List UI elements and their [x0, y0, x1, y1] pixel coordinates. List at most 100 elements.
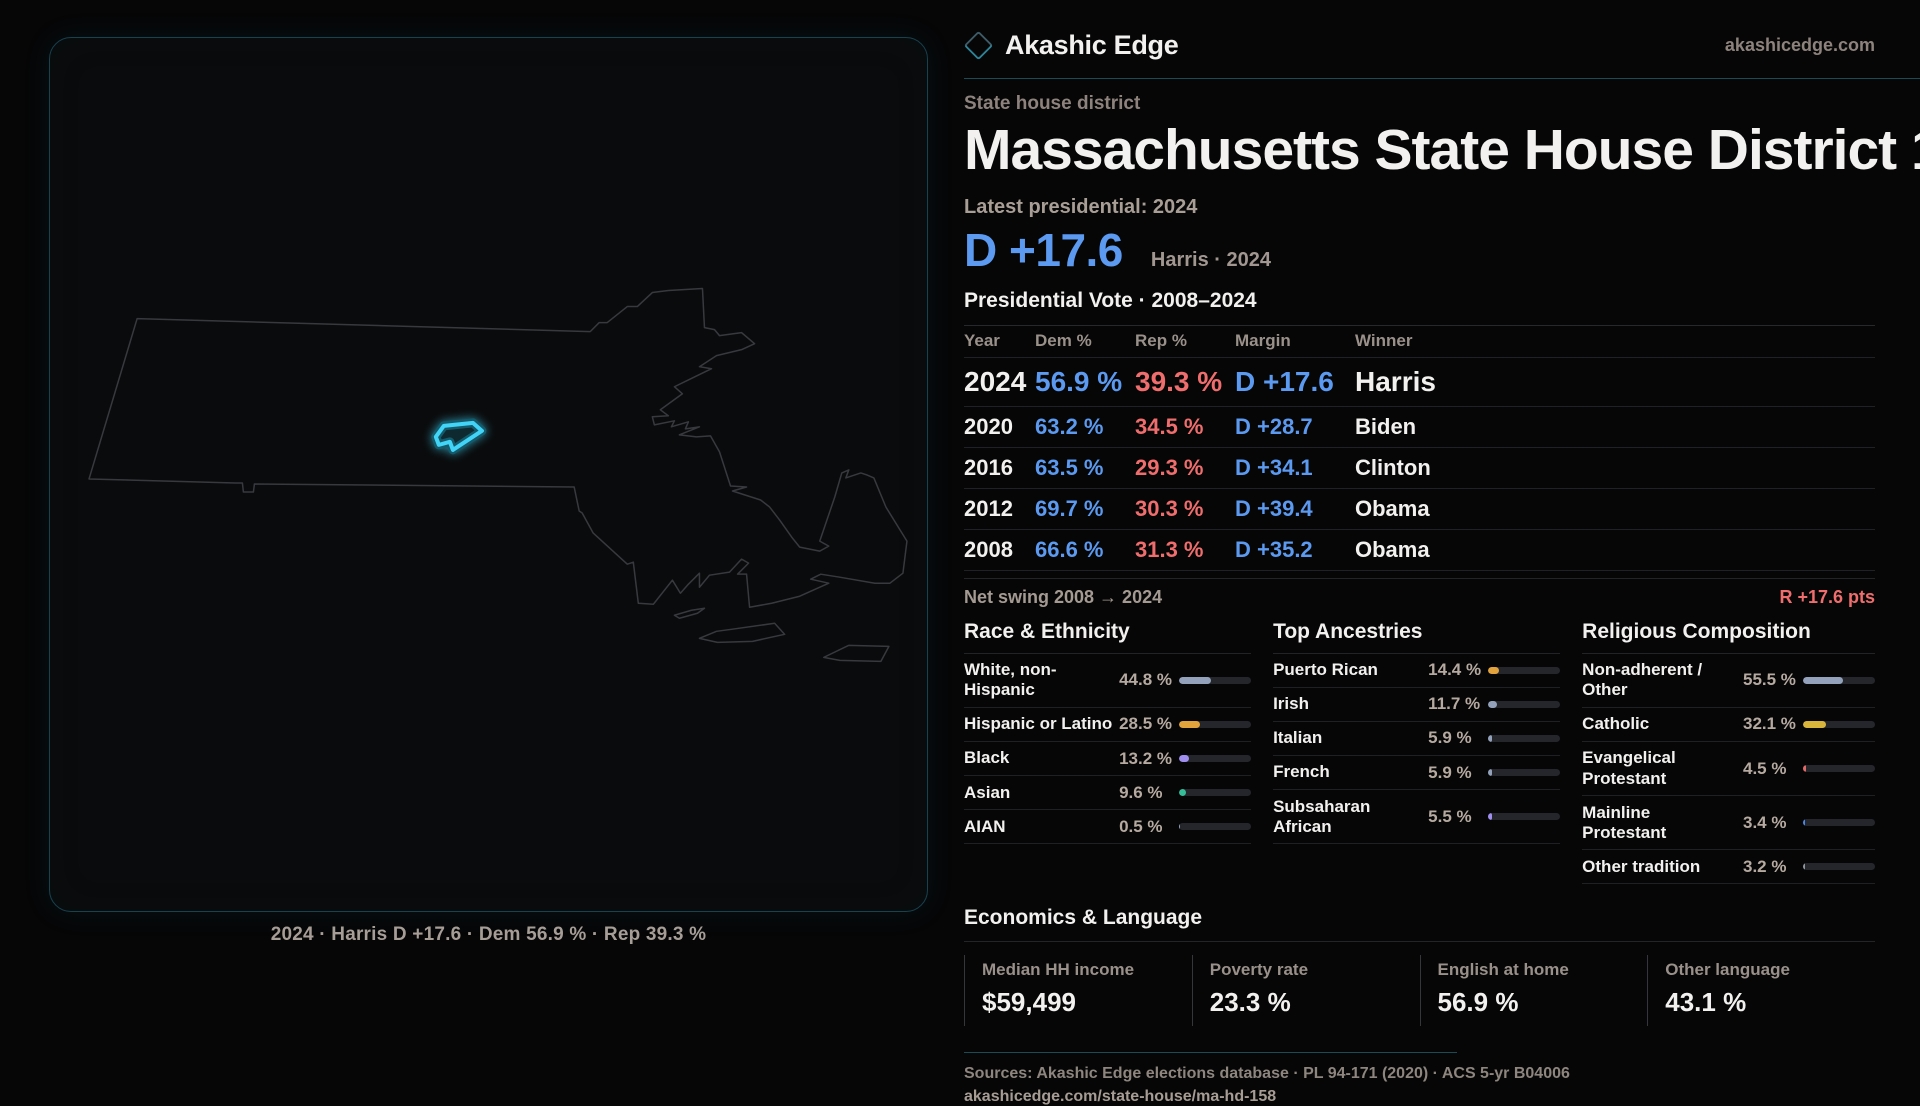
demo-bar-fill — [1803, 677, 1843, 684]
margin-cell: D +17.6 — [1235, 366, 1355, 398]
map-panel — [49, 37, 928, 912]
latest-margin-row: D +17.6 Harris · 2024 — [964, 223, 1875, 277]
rep-cell: 29.3 % — [1135, 455, 1235, 481]
demo-label: Asian — [964, 783, 1119, 803]
demo-bar-fill — [1488, 667, 1498, 674]
demo-value: 5.9 % — [1428, 763, 1488, 783]
demo-bar-fill — [1803, 765, 1806, 772]
margin-cell: D +35.2 — [1235, 537, 1355, 563]
stat-label: Poverty rate — [1210, 960, 1420, 980]
margin-cell: D +34.1 — [1235, 455, 1355, 481]
demo-bar — [1803, 765, 1875, 772]
demo-bar-fill — [1179, 677, 1211, 684]
year-cell: 2012 — [964, 496, 1035, 522]
winner-cell: Biden — [1355, 414, 1875, 440]
demo-bar — [1488, 667, 1560, 674]
economics-title: Economics & Language — [964, 906, 1875, 942]
district-report: Akashic Edge akashicedge.com State house… — [964, 0, 1920, 1080]
demo-label: Evangelical Protestant — [1582, 748, 1743, 788]
year-cell: 2008 — [964, 537, 1035, 563]
table-header-cell: Margin — [1235, 331, 1355, 351]
net-swing-row: Net swing 2008 → 2024 R +17.6 pts — [964, 587, 1875, 608]
demo-group-title: Religious Composition — [1582, 620, 1875, 654]
net-swing-label: Net swing 2008 → 2024 — [964, 587, 1162, 608]
demo-value: 5.5 % — [1428, 807, 1488, 827]
demo-bar — [1803, 721, 1875, 728]
dem-cell: 63.5 % — [1035, 455, 1135, 481]
demo-bar-fill — [1803, 721, 1826, 728]
stat-block: Poverty rate 23.3 % — [1192, 955, 1420, 1026]
table-header-cell: Year — [964, 331, 1035, 351]
table-header-cell: Winner — [1355, 331, 1875, 351]
demo-value: 4.5 % — [1743, 759, 1803, 779]
page-title: Massachusetts State House District 158 — [964, 121, 1875, 181]
year-cell: 2016 — [964, 455, 1035, 481]
demo-value: 3.4 % — [1743, 813, 1803, 833]
winner-cell: Clinton — [1355, 455, 1875, 481]
demo-value: 11.7 % — [1428, 694, 1488, 714]
demo-label: Irish — [1273, 694, 1428, 714]
demo-value: 0.5 % — [1119, 817, 1179, 837]
demo-bar — [1803, 863, 1875, 870]
site-link[interactable]: akashicedge.com — [1725, 35, 1920, 56]
winner-cell: Obama — [1355, 537, 1875, 563]
map-caption: 2024 · Harris D +17.6 · Dem 56.9 % · Rep… — [49, 924, 928, 946]
demo-bar-fill — [1803, 819, 1805, 826]
demo-bar-fill — [1488, 769, 1492, 776]
demo-label: Subsaharan African — [1273, 797, 1428, 837]
net-swing-value: R +17.6 pts — [1779, 587, 1875, 608]
demo-value: 55.5 % — [1743, 670, 1803, 690]
vote-table-title: Presidential Vote · 2008–2024 — [964, 289, 1875, 313]
demo-bar — [1179, 789, 1251, 796]
rep-cell: 30.3 % — [1135, 496, 1235, 522]
dem-cell: 56.9 % — [1035, 366, 1135, 398]
demo-label: Non-adherent / Other — [1582, 660, 1743, 700]
state-outline — [89, 289, 907, 662]
demo-label: Mainline Protestant — [1582, 803, 1743, 843]
demo-value: 3.2 % — [1743, 857, 1803, 877]
stat-value: 23.3 % — [1210, 987, 1420, 1018]
demo-bar-fill — [1488, 735, 1492, 742]
demo-bar — [1488, 813, 1560, 820]
demo-value: 32.1 % — [1743, 714, 1803, 734]
demo-label: Other tradition — [1582, 857, 1743, 877]
demo-value: 14.4 % — [1428, 660, 1488, 680]
footer-divider — [964, 1052, 1457, 1053]
demo-label: Puerto Rican — [1273, 660, 1428, 680]
demo-bar — [1803, 677, 1875, 684]
demo-label: Hispanic or Latino — [964, 714, 1119, 734]
demo-bar — [1179, 721, 1251, 728]
brand: Akashic Edge — [964, 30, 1178, 61]
massachusetts-map — [78, 281, 930, 713]
footer: Sources: Akashic Edge elections database… — [964, 1052, 1875, 1106]
demo-bar-fill — [1488, 813, 1492, 820]
kicker: State house district — [964, 93, 1875, 115]
stat-value: 56.9 % — [1438, 987, 1648, 1018]
year-cell: 2024 — [964, 366, 1035, 398]
demo-bar-fill — [1803, 863, 1805, 870]
district-highlight — [436, 423, 482, 450]
footer-url[interactable]: akashicedge.com/state-house/ma-hd-158 — [964, 1088, 1875, 1106]
brand-name: Akashic Edge — [1005, 30, 1178, 61]
rep-cell: 31.3 % — [1135, 537, 1235, 563]
rep-cell: 34.5 % — [1135, 414, 1235, 440]
brand-header: Akashic Edge akashicedge.com — [964, 0, 1920, 79]
stat-value: 43.1 % — [1665, 987, 1875, 1018]
